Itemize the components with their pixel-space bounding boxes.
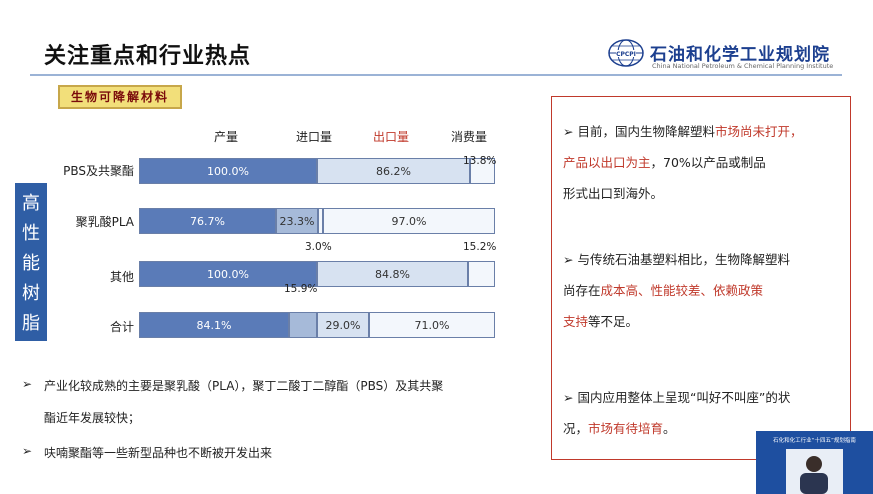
bullet-text-cont: 酯近年发展较快； (44, 411, 141, 425)
data-label-other-consumption: 15.2% (463, 241, 497, 253)
bar-other-consumption (468, 261, 495, 287)
callout-text: 国内应用整体上呈现“叫好不叫座”的状 (577, 390, 791, 405)
bullet-text: 产业化较成熟的主要是聚乳酸（PLA），聚丁二酸丁二醇酯（PBS）及其共聚 (44, 379, 444, 393)
callout-paragraph-2: ➢ 与传统石油基塑料相比，生物降解塑料 尚存在成本高、性能较差、依赖政策 支持等… (563, 244, 843, 337)
side-label: 高 性 能 树 脂 (15, 183, 47, 341)
bar-total-production: 84.1% (139, 312, 289, 338)
bullet-arrow-icon: ➢ (22, 444, 33, 458)
logo-english-name: China National Petroleum & Chemical Plan… (652, 62, 834, 70)
bar-pbs-production: 100.0% (139, 158, 317, 184)
side-label-char: 性 (22, 223, 40, 244)
callout-paragraph-3: ➢ 国内应用整体上呈现“叫好不叫座”的状 况，市场有待培育。 (563, 382, 843, 444)
logo-badge: CPCPI (616, 51, 636, 58)
row-label-other: 其他 (109, 270, 134, 284)
video-overlay[interactable]: 石化和化工行业“十四五”规划指南 (756, 431, 873, 494)
row-label-total: 合计 (109, 320, 134, 334)
bar-total-import (289, 312, 317, 338)
column-header-consumption: 消费量 (451, 130, 488, 144)
callout-text: 形式出口到海外。 (563, 186, 664, 201)
callout-highlight: 市场尚未打开， (714, 124, 803, 139)
diamond-bullet-icon: ➢ (563, 390, 578, 405)
callout-text: ，70%以产品或制品 (650, 155, 766, 170)
column-header-production: 产量 (214, 130, 239, 144)
side-label-char: 能 (22, 253, 40, 274)
row-label-pla: 聚乳酸PLA (75, 215, 134, 229)
bar-pla-import: 23.3% (276, 208, 318, 234)
bar-pla-production: 76.7% (139, 208, 276, 234)
diamond-bullet-icon: ➢ (563, 252, 578, 267)
logo-chinese-name: 石油和化学工业规划院 (650, 45, 830, 65)
column-header-export: 出口量 (373, 130, 410, 144)
bar-other-export: 84.8% (317, 261, 468, 287)
bullet-text: 呋喃聚酯等一些新型品种也不断被开发出来 (44, 446, 273, 460)
bullet-arrow-icon: ➢ (22, 377, 33, 391)
globe-logo-icon: CPCPI (608, 39, 644, 67)
bar-total-consumption: 71.0% (369, 312, 495, 338)
callout-text: 况， (563, 421, 589, 436)
callout-highlight: 支持 (563, 314, 589, 329)
data-label-pbs-consumption: 13.8% (463, 155, 497, 167)
callout-text: 尚存在 (563, 283, 601, 298)
bar-pla-consumption: 97.0% (323, 208, 495, 234)
diamond-bullet-icon: ➢ (563, 124, 578, 139)
callout-text: 等不足。 (588, 314, 639, 329)
callout-text: 。 (663, 421, 676, 436)
page-title: 关注重点和行业热点 (44, 44, 252, 69)
video-caption: 石化和化工行业“十四五”规划指南 (773, 438, 856, 444)
column-header-import: 进口量 (296, 130, 333, 144)
callout-text: 目前，国内生物降解塑料 (577, 124, 715, 139)
data-label-pla-export: 3.0% (305, 241, 332, 253)
section-tag: 生物可降解材料 (58, 85, 182, 109)
data-label-total-import: 15.9% (284, 283, 318, 295)
callout-text: 与传统石油基塑料相比，生物降解塑料 (577, 252, 790, 267)
bar-other-production: 100.0% (139, 261, 317, 287)
row-label-pbs: PBS及共聚酯 (63, 164, 134, 178)
side-label-char: 高 (22, 193, 40, 214)
bar-pbs-consumption (470, 158, 495, 184)
side-label-char: 树 (22, 283, 40, 304)
title-divider (30, 74, 842, 76)
speaker-icon (786, 449, 843, 494)
callout-highlight: 产品以出口为主 (563, 155, 651, 170)
callout-highlight: 成本高、性能较差、依赖政策 (600, 283, 764, 298)
callout-box (551, 96, 851, 460)
bar-pbs-export: 86.2% (317, 158, 470, 184)
callout-paragraph-1: ➢ 目前，国内生物降解塑料市场尚未打开， 产品以出口为主，70%以产品或制品 形… (563, 116, 843, 209)
side-label-char: 脂 (22, 313, 40, 334)
bar-pla-export (318, 208, 323, 234)
bar-total-export: 29.0% (317, 312, 369, 338)
callout-highlight: 市场有待培育 (588, 421, 664, 436)
